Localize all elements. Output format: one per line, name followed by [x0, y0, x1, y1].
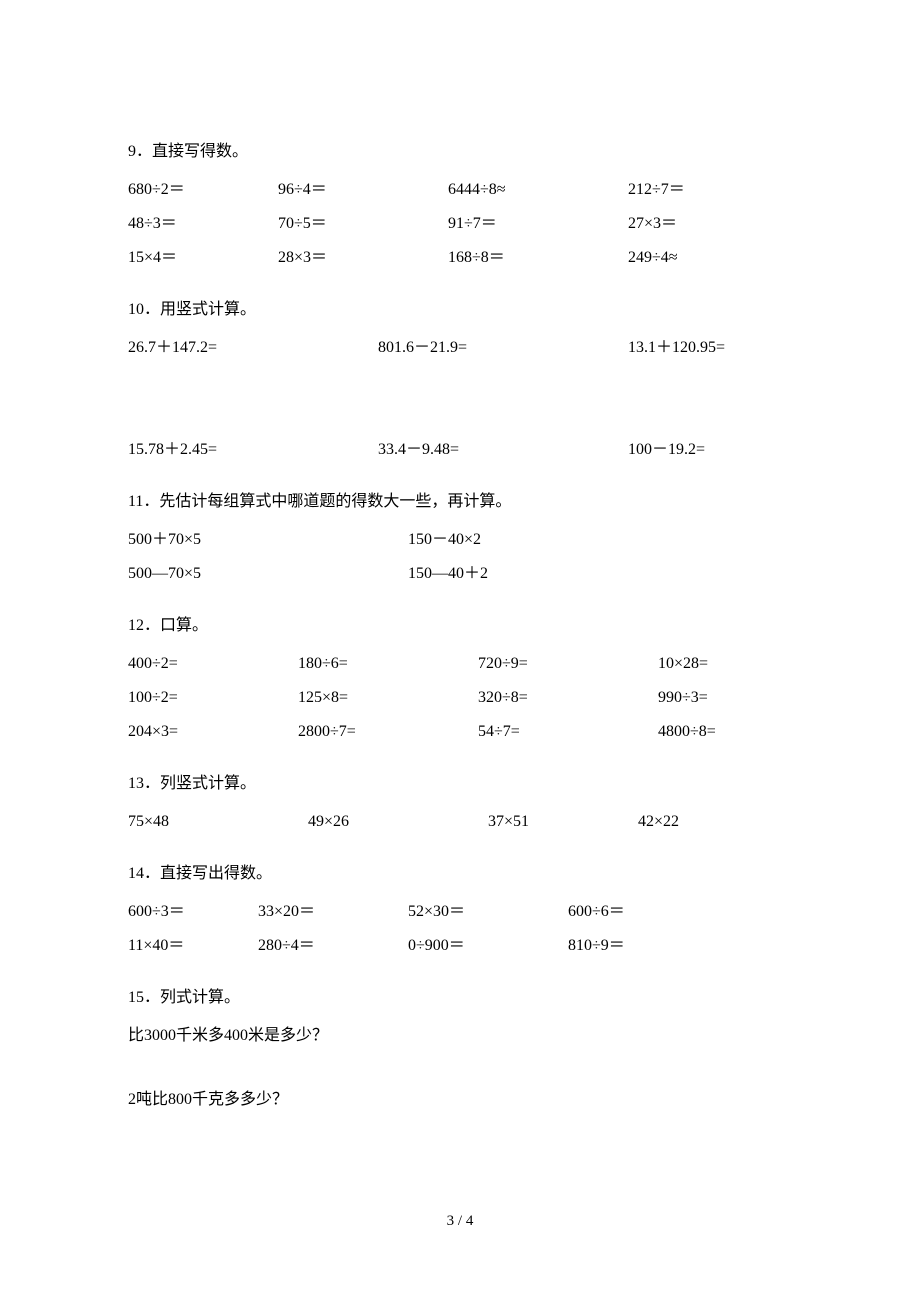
q13-row-0: 75×48 49×26 37×51 42×22 — [128, 810, 792, 834]
q12-row-2: 204×3= 2800÷7= 54÷7= 4800÷8= — [128, 720, 792, 744]
q12-cell: 100÷2= — [128, 686, 298, 710]
question-15: 15．列式计算。 比3000千米多400米是多少？ 2吨比800千克多多少？ — [128, 986, 792, 1112]
q9-cell: 680÷2＝ — [128, 178, 278, 202]
q14-row-0: 600÷3＝ 33×20＝ 52×30＝ 600÷6＝ — [128, 900, 792, 924]
q9-cell: 91÷7＝ — [448, 212, 628, 236]
q14-cell: 11×40＝ — [128, 934, 258, 958]
q12-cell: 180÷6= — [298, 652, 478, 676]
q10-cell: 13.1＋120.95= — [628, 336, 828, 360]
q11-cell: 150－40×2 — [408, 528, 688, 552]
q13-cell: 49×26 — [308, 810, 488, 834]
q13-cell: 42×22 — [638, 810, 758, 834]
q14-cell: 600÷6＝ — [568, 900, 718, 924]
q10-row-0: 26.7＋147.2= 801.6－21.9= 13.1＋120.95= — [128, 336, 792, 360]
q9-cell: 15×4＝ — [128, 246, 278, 270]
q12-row-0: 400÷2= 180÷6= 720÷9= 10×28= — [128, 652, 792, 676]
q14-cell: 52×30＝ — [408, 900, 568, 924]
q12-cell: 10×28= — [658, 652, 788, 676]
q9-row-1: 48÷3＝ 70÷5＝ 91÷7＝ 27×3＝ — [128, 212, 792, 236]
q15-line-1: 2吨比800千克多多少？ — [128, 1088, 792, 1112]
q14-cell: 0÷900＝ — [408, 934, 568, 958]
q12-title: 12．口算。 — [128, 614, 792, 638]
q9-cell: 249÷4≈ — [628, 246, 788, 270]
q10-cell: 15.78＋2.45= — [128, 438, 378, 462]
q9-cell: 96÷4＝ — [278, 178, 448, 202]
q12-row-1: 100÷2= 125×8= 320÷8= 990÷3= — [128, 686, 792, 710]
question-13: 13．列竖式计算。 75×48 49×26 37×51 42×22 — [128, 772, 792, 834]
q10-cell: 801.6－21.9= — [378, 336, 628, 360]
q9-cell: 6444÷8≈ — [448, 178, 628, 202]
q11-title: 11．先估计每组算式中哪道题的得数大一些，再计算。 — [128, 490, 792, 514]
q13-cell: 75×48 — [128, 810, 308, 834]
q11-row-0: 500＋70×5 150－40×2 — [128, 528, 792, 552]
q9-cell: 28×3＝ — [278, 246, 448, 270]
q15-line-0: 比3000千米多400米是多少？ — [128, 1024, 792, 1048]
q9-title: 9．直接写得数。 — [128, 140, 792, 164]
q15-title: 15．列式计算。 — [128, 986, 792, 1010]
q12-cell: 204×3= — [128, 720, 298, 744]
q12-cell: 4800÷8= — [658, 720, 788, 744]
q14-cell: 280÷4＝ — [258, 934, 408, 958]
q11-cell: 500＋70×5 — [128, 528, 408, 552]
q12-cell: 990÷3= — [658, 686, 788, 710]
question-12: 12．口算。 400÷2= 180÷6= 720÷9= 10×28= 100÷2… — [128, 614, 792, 744]
q14-row-1: 11×40＝ 280÷4＝ 0÷900＝ 810÷9＝ — [128, 934, 792, 958]
q12-cell: 720÷9= — [478, 652, 658, 676]
q9-row-2: 15×4＝ 28×3＝ 168÷8＝ 249÷4≈ — [128, 246, 792, 270]
q9-cell: 168÷8＝ — [448, 246, 628, 270]
q13-title: 13．列竖式计算。 — [128, 772, 792, 796]
q9-cell: 70÷5＝ — [278, 212, 448, 236]
q14-title: 14．直接写出得数。 — [128, 862, 792, 886]
q9-cell: 48÷3＝ — [128, 212, 278, 236]
q14-cell: 600÷3＝ — [128, 900, 258, 924]
q14-cell: 33×20＝ — [258, 900, 408, 924]
q15-text: 2吨比800千克多多少？ — [128, 1088, 288, 1112]
q9-row-0: 680÷2＝ 96÷4＝ 6444÷8≈ 212÷7＝ — [128, 178, 792, 202]
question-11: 11．先估计每组算式中哪道题的得数大一些，再计算。 500＋70×5 150－4… — [128, 490, 792, 586]
q11-row-1: 500—70×5 150—40＋2 — [128, 562, 792, 586]
q9-cell: 27×3＝ — [628, 212, 788, 236]
question-9: 9．直接写得数。 680÷2＝ 96÷4＝ 6444÷8≈ 212÷7＝ 48÷… — [128, 140, 792, 270]
page-number: 3 / 4 — [0, 1210, 920, 1233]
q10-cell: 26.7＋147.2= — [128, 336, 378, 360]
question-10: 10．用竖式计算。 26.7＋147.2= 801.6－21.9= 13.1＋1… — [128, 298, 792, 462]
q9-cell: 212÷7＝ — [628, 178, 788, 202]
q10-row-1: 15.78＋2.45= 33.4－9.48= 100－19.2= — [128, 438, 792, 462]
q12-cell: 125×8= — [298, 686, 478, 710]
q12-cell: 2800÷7= — [298, 720, 478, 744]
q10-title: 10．用竖式计算。 — [128, 298, 792, 322]
question-14: 14．直接写出得数。 600÷3＝ 33×20＝ 52×30＝ 600÷6＝ 1… — [128, 862, 792, 958]
q11-cell: 150—40＋2 — [408, 562, 688, 586]
q10-cell: 33.4－9.48= — [378, 438, 628, 462]
q12-cell: 320÷8= — [478, 686, 658, 710]
q15-text: 比3000千米多400米是多少？ — [128, 1024, 328, 1048]
q11-cell: 500—70×5 — [128, 562, 408, 586]
q10-cell: 100－19.2= — [628, 438, 828, 462]
q14-cell: 810÷9＝ — [568, 934, 718, 958]
q13-cell: 37×51 — [488, 810, 638, 834]
q12-cell: 54÷7= — [478, 720, 658, 744]
q12-cell: 400÷2= — [128, 652, 298, 676]
